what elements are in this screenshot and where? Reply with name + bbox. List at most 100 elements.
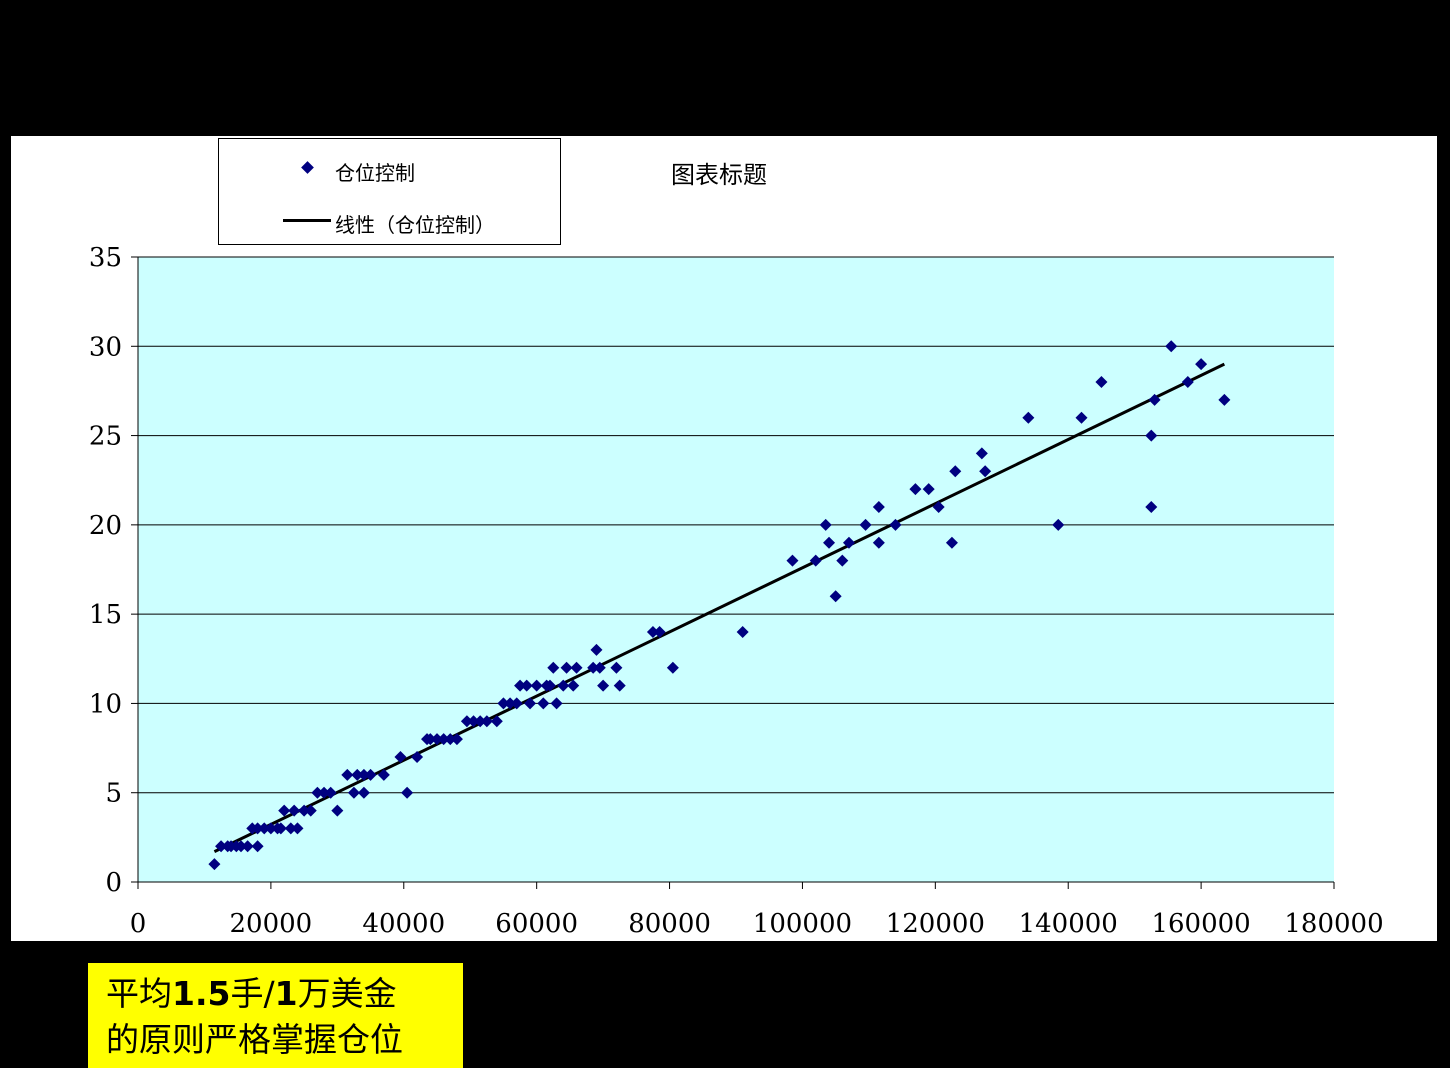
- x-tick-label: 140000: [1019, 909, 1118, 939]
- data-point: [557, 679, 570, 692]
- y-tick-label: 20: [89, 511, 122, 541]
- x-tick-label: 120000: [886, 909, 985, 939]
- data-point: [590, 643, 603, 656]
- data-point: [444, 733, 457, 746]
- axes: 0 5 10 15 20 25 30 35 0 20000 40000 60000 80000 10000…: [89, 243, 1384, 939]
- data-point: [823, 536, 836, 549]
- callout-line-1: 平均1.5手/1万美金: [106, 971, 463, 1017]
- data-point: [1195, 358, 1208, 371]
- data-point: [646, 626, 659, 638]
- x-tick-label: 100000: [753, 909, 852, 939]
- data-point: [1148, 393, 1161, 406]
- y-tick-label: 25: [89, 422, 122, 452]
- callout-number: 1: [274, 974, 298, 1013]
- chart-area: 0 5 10 15 20 25 30 35 0 20000 40000 60000 80000 10000…: [11, 136, 1437, 941]
- data-point: [411, 751, 424, 763]
- y-tick-label: 0: [105, 868, 122, 898]
- data-point: [909, 483, 922, 496]
- data-point: [264, 822, 277, 835]
- data-point: [288, 804, 301, 817]
- x-tick-label: 180000: [1284, 909, 1383, 939]
- data-point: [1218, 393, 1231, 406]
- data-point: [570, 661, 583, 674]
- data-point: [543, 679, 556, 692]
- data-point: [547, 661, 560, 674]
- data-point: [809, 554, 822, 567]
- data-point: [514, 679, 527, 692]
- data-point: [587, 661, 600, 674]
- data-point: [284, 822, 297, 835]
- data-point: [1095, 376, 1108, 388]
- x-tick-label: 0: [130, 909, 147, 939]
- data-point: [460, 715, 473, 728]
- data-point: [829, 590, 842, 603]
- chart-title: 图表标题: [671, 161, 767, 189]
- data-point: [341, 768, 354, 781]
- legend-entry-scatter: 仓位控制: [219, 157, 560, 185]
- y-tick-label: 5: [105, 779, 122, 809]
- callout-text: 手/: [230, 974, 275, 1013]
- data-point: [424, 733, 437, 746]
- data-point: [537, 697, 550, 710]
- series: [208, 340, 1231, 871]
- data-point: [357, 768, 370, 781]
- data-point: [979, 465, 992, 478]
- data-point: [842, 536, 855, 549]
- data-point: [945, 536, 958, 549]
- data-point: [431, 733, 443, 746]
- data-point: [610, 661, 623, 674]
- data-point: [304, 804, 317, 817]
- data-point: [474, 715, 487, 728]
- data-point: [666, 661, 679, 674]
- data-point: [274, 822, 287, 835]
- data-point: [836, 554, 849, 567]
- y-tick-label: 35: [89, 243, 122, 273]
- data-point: [510, 697, 523, 710]
- x-tick-label: 40000: [362, 909, 445, 939]
- data-point: [331, 804, 344, 817]
- data-point: [859, 518, 872, 531]
- plot-area: [138, 257, 1334, 882]
- callout-number: 1.5: [172, 974, 231, 1013]
- y-tick-label: 10: [89, 689, 122, 719]
- data-point: [351, 768, 364, 781]
- callout-line-2: 的原则严格掌握仓位: [106, 1020, 403, 1059]
- data-point: [597, 679, 610, 692]
- data-point: [786, 554, 799, 567]
- data-point: [1165, 340, 1178, 353]
- data-point: [298, 804, 311, 817]
- data-point: [736, 626, 749, 638]
- y-tick-label: 15: [89, 600, 122, 630]
- data-point: [401, 786, 414, 799]
- data-point: [613, 679, 626, 692]
- data-point: [377, 768, 390, 781]
- data-point: [550, 697, 563, 710]
- data-point: [208, 858, 221, 871]
- data-point: [520, 679, 533, 692]
- data-point: [504, 697, 517, 710]
- data-point: [530, 679, 543, 692]
- data-point: [819, 518, 832, 531]
- data-point: [593, 661, 606, 674]
- data-point: [560, 661, 573, 674]
- data-point: [524, 697, 537, 710]
- data-point: [357, 786, 370, 799]
- data-point: [1145, 501, 1158, 513]
- x-tick-label: 80000: [628, 909, 711, 939]
- data-point: [872, 536, 885, 549]
- data-point: [364, 768, 377, 781]
- data-point: [291, 822, 304, 835]
- data-point: [497, 697, 510, 710]
- data-point: [1052, 518, 1065, 531]
- data-point: [467, 715, 480, 728]
- data-point: [889, 518, 902, 531]
- data-point: [480, 715, 493, 728]
- data-point: [949, 465, 962, 478]
- legend-entry-trendline: 线性（仓位控制）: [219, 209, 560, 237]
- data-point: [311, 786, 324, 799]
- data-point: [437, 733, 450, 746]
- x-tick-label: 60000: [495, 909, 578, 939]
- data-point: [653, 626, 666, 638]
- data-point: [318, 786, 331, 799]
- data-point: [932, 501, 945, 513]
